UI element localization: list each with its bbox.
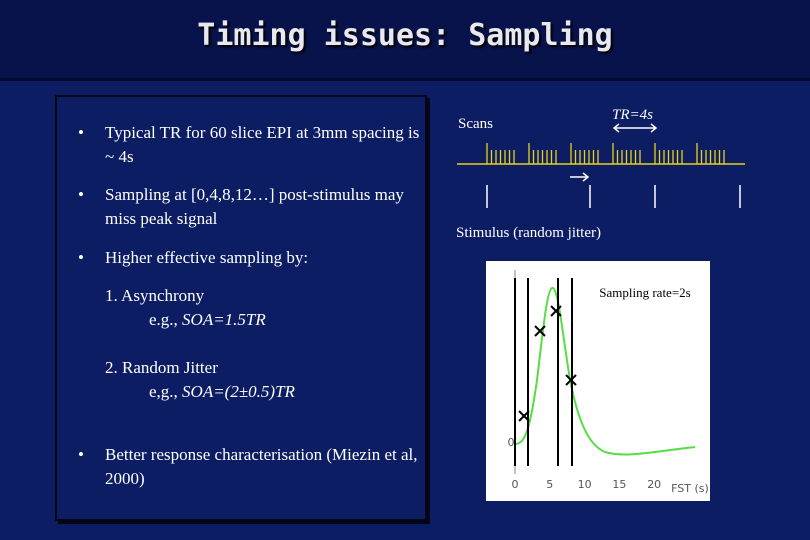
- example-formula: SOA=1.5TR: [182, 310, 266, 329]
- x-tick-label: 10: [578, 478, 592, 491]
- example-prefix: e.g.,: [149, 310, 183, 329]
- tr-arrow: [612, 123, 658, 133]
- sub-example: e.g., SOA=1.5TR: [105, 308, 266, 332]
- x-tick-label: 0: [512, 478, 519, 491]
- response-curve: [514, 286, 696, 456]
- sub-label: 1. Asynchrony: [105, 286, 205, 305]
- sample-points: [518, 305, 577, 422]
- figure-background: [486, 261, 710, 501]
- sub-label: 2. Random Jitter: [105, 358, 218, 377]
- figure-annotation: Sampling rate=2s: [599, 285, 690, 300]
- figure-ticks: 0 FST (s) 0 5 10 15 20: [508, 436, 709, 495]
- scan-ticks: [486, 143, 725, 164]
- sub-example: e,g., SOA=(2±0.5)TR: [105, 380, 295, 404]
- bullet: Typical TR for 60 slice EPI at 3mm spaci…: [78, 121, 425, 169]
- y-tick-label: 0: [508, 436, 515, 449]
- bullet: Sampling at [0,4,8,12…] post-stimulus ma…: [78, 183, 425, 231]
- sub-item: 2. Random Jitter e,g., SOA=(2±0.5)TR: [105, 356, 295, 404]
- x-tick-label: 15: [612, 478, 626, 491]
- x-axis-label: FST (s): [671, 482, 709, 495]
- x-tick-label: 5: [546, 478, 553, 491]
- example-prefix: e,g.,: [149, 382, 183, 401]
- sub-item: 1. Asynchrony e.g., SOA=1.5TR: [105, 284, 266, 332]
- x-tick-label: 20: [647, 478, 661, 491]
- text-panel: [55, 95, 427, 521]
- stimulus-label: Stimulus (random jitter): [456, 225, 601, 241]
- bullet: Better response characterisation (Miezin…: [78, 443, 425, 491]
- bullet: Higher effective sampling by:: [78, 246, 425, 270]
- tr-label: TR=4s: [612, 107, 653, 123]
- example-formula: SOA=(2±0.5)TR: [182, 382, 295, 401]
- title-bar: [0, 0, 810, 81]
- scans-label: Scans: [458, 116, 493, 132]
- title: Timing issues: Sampling: [197, 18, 613, 53]
- stimulus-lines: [486, 172, 741, 208]
